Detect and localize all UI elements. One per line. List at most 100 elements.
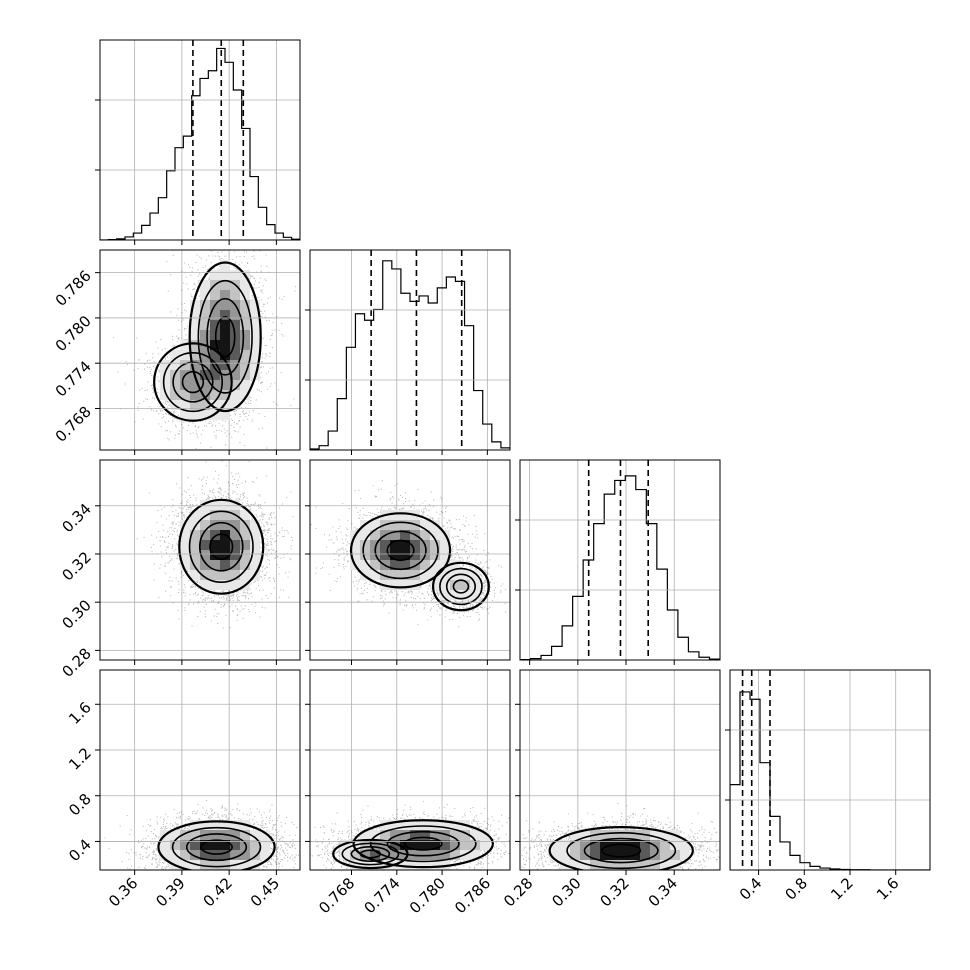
density-cell [470, 590, 480, 600]
contour-line [198, 521, 244, 572]
density-cell [580, 830, 590, 840]
density-cell [210, 520, 220, 530]
density-cell [240, 840, 250, 850]
density-cell [440, 840, 450, 850]
density-cell [350, 550, 360, 560]
density-cell [190, 400, 200, 410]
density-cell [420, 860, 430, 870]
contour-line [374, 530, 427, 571]
density-cell [240, 380, 250, 390]
panel-content [104, 800, 300, 870]
density-cell [410, 550, 420, 560]
density-cell [360, 550, 370, 560]
density-cell [170, 850, 180, 860]
density-cell [220, 550, 230, 560]
density-cell [220, 820, 230, 830]
density-cell [630, 860, 640, 870]
density-cell [370, 830, 380, 840]
density-cell [180, 380, 190, 390]
density-cell [390, 510, 400, 520]
density-cell [200, 580, 210, 590]
density-cell [180, 550, 190, 560]
density-cell [210, 370, 220, 380]
density-cell [430, 530, 440, 540]
density-cell [180, 840, 190, 850]
density-cell [200, 820, 210, 830]
density-cell [440, 550, 450, 560]
density-cell [580, 850, 590, 860]
density-cell [190, 550, 200, 560]
density-cell [230, 270, 240, 280]
density-cell [360, 540, 370, 550]
density-cell [620, 830, 630, 840]
density-cell [240, 290, 250, 300]
x-tick-label: 0.34 [645, 874, 681, 910]
density-cell [180, 830, 190, 840]
panel-content [520, 802, 720, 870]
panel-frame [309, 669, 511, 871]
density-cell [470, 850, 480, 860]
panel-2-2 [515, 459, 721, 665]
density-cell [160, 380, 170, 390]
density-cell [210, 380, 220, 390]
contour-line [548, 826, 694, 870]
density-cell [200, 560, 210, 570]
density-cell [180, 560, 190, 570]
density-cell [220, 540, 230, 550]
density-cell [240, 310, 250, 320]
y-tick-label: 1.6 [65, 698, 95, 728]
density-cell [180, 350, 190, 360]
density-cell [550, 840, 560, 850]
density-cell [400, 570, 410, 580]
panel-0-0 [95, 39, 301, 245]
density-cell [420, 570, 430, 580]
panel-3-3: 0.4 0.8 1.2 1.6 [725, 669, 931, 904]
density-cell [180, 390, 190, 400]
density-cell [460, 830, 470, 840]
density-cell [390, 820, 400, 830]
density-cell [390, 540, 400, 550]
y-tick-label: 0.774 [52, 357, 95, 400]
density-cell [430, 540, 440, 550]
density-cell [180, 860, 190, 870]
density-cell [240, 280, 250, 290]
panel-frame [99, 459, 301, 661]
panel-3-2: 0.28 0.30 0.32 0.34 [500, 669, 721, 910]
density-cell [210, 270, 220, 280]
density-cell [200, 280, 210, 290]
panel-content [310, 800, 510, 870]
density-cell [190, 350, 200, 360]
panel-3-1: 0.768 0.774 0.780 0.786 [305, 669, 511, 917]
y-tick-label: 0.32 [58, 548, 94, 584]
density-cell [390, 560, 400, 570]
density-cell [370, 850, 380, 860]
density-cell [620, 860, 630, 870]
density-cell [230, 570, 240, 580]
density-cell [250, 840, 260, 850]
density-cell [180, 400, 190, 410]
x-tick-label: 0.39 [152, 874, 188, 910]
density-cell [230, 290, 240, 300]
contour-line [431, 561, 490, 612]
density-cell [360, 830, 370, 840]
contour-line [369, 825, 477, 863]
density-cell [190, 830, 200, 840]
density-cell [410, 820, 420, 830]
density-cell [670, 840, 680, 850]
density-cell [430, 560, 440, 570]
density-cell [600, 840, 610, 850]
density-cell [430, 820, 440, 830]
density-cell [250, 330, 260, 340]
density-cell [240, 860, 250, 870]
density-cell [640, 850, 650, 860]
contour-line [178, 498, 265, 595]
density-cell [220, 520, 230, 530]
density-cell [220, 260, 230, 270]
density-cell [350, 850, 360, 860]
density-cell [190, 570, 200, 580]
density-cell [180, 360, 190, 370]
density-cell [200, 410, 210, 420]
density-cell [430, 550, 440, 560]
density-cell [410, 860, 420, 870]
density-cell [460, 590, 470, 600]
